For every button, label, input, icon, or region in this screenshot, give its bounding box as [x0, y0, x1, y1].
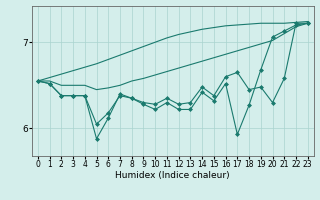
X-axis label: Humidex (Indice chaleur): Humidex (Indice chaleur): [116, 171, 230, 180]
